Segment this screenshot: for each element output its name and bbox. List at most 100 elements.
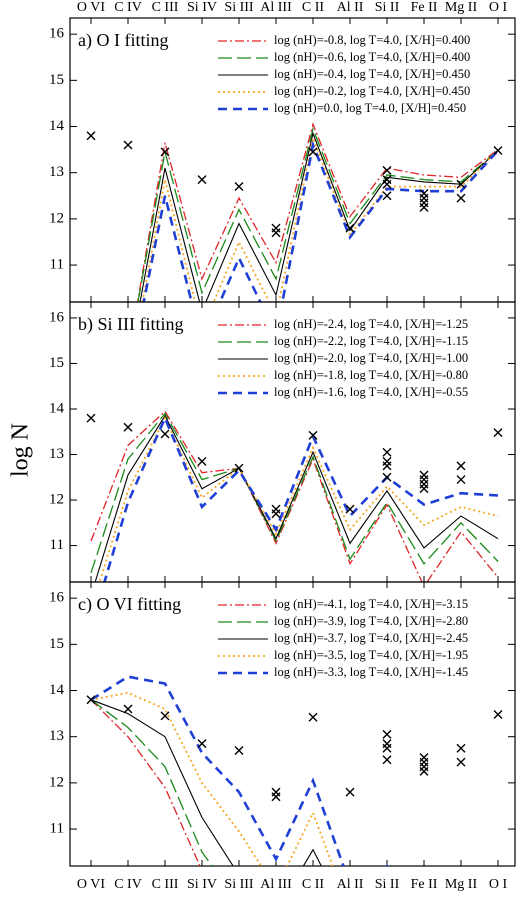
legend-label: log (nH)=-2.4, log T=4.0, [X/H]=-1.25 <box>274 317 468 331</box>
y-tick-label: 15 <box>49 355 64 371</box>
observed-point <box>493 710 503 720</box>
x-tick-label: O I <box>489 877 508 892</box>
y-tick-label: 13 <box>49 446 64 462</box>
series-line <box>90 675 389 866</box>
cross-stroke <box>160 711 170 721</box>
legend-label: log (nH)=-0.6, log T=4.0, [X/H]=0.400 <box>274 50 470 64</box>
cross-stroke <box>382 165 392 175</box>
x-top-label: O VI <box>77 0 105 15</box>
legend-label: log (nH)=-2.0, log T=4.0, [X/H]=-1.00 <box>274 351 468 365</box>
x-top-label: Al II <box>337 0 364 15</box>
y-tick-label: 15 <box>49 72 64 88</box>
series-line <box>98 416 499 582</box>
lines <box>90 675 389 866</box>
observed-point <box>86 131 96 141</box>
series-line <box>137 126 499 302</box>
observed-point <box>345 223 355 233</box>
series-line <box>90 699 201 866</box>
y-tick-label: 14 <box>49 400 65 416</box>
x-tick-label: O VI <box>77 877 105 892</box>
cross-stroke <box>456 757 466 767</box>
cross-stroke <box>382 179 392 189</box>
observed-point <box>160 147 170 157</box>
legend-label: log (nH)=-0.4, log T=4.0, [X/H]=0.450 <box>274 67 470 81</box>
observed-point <box>197 739 207 749</box>
cross-stroke <box>308 430 318 440</box>
x-tick-label: Si IV <box>187 877 217 892</box>
legend-label: log (nH)=-3.3, log T=4.0, [X/H]=-1.45 <box>274 665 468 679</box>
series-line <box>90 412 499 574</box>
series-line <box>142 140 499 302</box>
y-tick-label: 11 <box>50 256 64 272</box>
observed-point <box>382 755 392 765</box>
cross-stroke <box>382 461 392 471</box>
y-tick-label: 12 <box>49 774 64 790</box>
observed-point <box>456 461 466 471</box>
observed-point <box>308 712 318 722</box>
cross-stroke <box>456 193 466 203</box>
cross-stroke <box>308 712 318 722</box>
lines <box>90 410 499 582</box>
y-tick-label: 13 <box>49 728 64 744</box>
observed-point <box>382 191 392 201</box>
y-tick-label: 13 <box>49 164 64 180</box>
x-top-label: C II <box>302 0 325 15</box>
x-top-label: C III <box>152 0 179 15</box>
cross-stroke <box>308 147 318 157</box>
cross-stroke <box>382 447 392 457</box>
cross-stroke <box>234 182 244 192</box>
cross-stroke <box>345 787 355 797</box>
observed-point <box>271 792 281 802</box>
cross-stroke <box>456 461 466 471</box>
legend-label: log (nH)=-3.7, log T=4.0, [X/H]=-2.45 <box>274 631 468 645</box>
x-tick-label: C IV <box>114 877 142 892</box>
observed-point <box>382 472 392 482</box>
x-tick-label: Fe II <box>411 877 438 892</box>
observed-point <box>382 729 392 739</box>
observed-point <box>308 430 318 440</box>
panel: 11 12 13 14 15 16 O VI C IV C III Si IV Si III Al I… <box>49 0 516 303</box>
series-line <box>90 410 499 582</box>
legend-label: log (nH)=-3.9, log T=4.0, [X/H]=-2.80 <box>274 614 468 628</box>
observed-point <box>382 447 392 457</box>
observed-point <box>382 743 392 753</box>
cross-stroke <box>456 743 466 753</box>
observed-point <box>160 711 170 721</box>
cross-stroke <box>271 228 281 238</box>
observed-point <box>308 147 318 157</box>
observed-point <box>382 165 392 175</box>
cross-stroke <box>419 766 429 776</box>
cross-stroke <box>123 704 133 714</box>
cross-stroke <box>345 504 355 514</box>
legend-label: log (nH)=-0.2, log T=4.0, [X/H]=0.450 <box>274 84 470 98</box>
y-tick-label: 16 <box>49 309 65 325</box>
y-tick-label: 11 <box>50 537 64 553</box>
cross-stroke <box>382 755 392 765</box>
y-tick-label: 16 <box>49 26 65 42</box>
x-tick-label: Si II <box>375 877 400 892</box>
x-top-label: Si II <box>375 0 400 15</box>
observed-point <box>419 766 429 776</box>
cross-stroke <box>86 413 96 423</box>
y-axis-label: log N <box>8 423 34 477</box>
observed-point <box>419 470 429 480</box>
observed-point <box>160 429 170 439</box>
series-line <box>139 131 499 302</box>
cross-stroke <box>493 428 503 438</box>
cross-stroke <box>382 729 392 739</box>
legend-label: log (nH)=0.0, log T=4.0, [X/H]=0.450 <box>274 101 466 115</box>
observed-point <box>419 475 429 485</box>
observed-point <box>456 179 466 189</box>
cross-stroke <box>234 463 244 473</box>
y-tick-label: 11 <box>50 820 64 836</box>
x-tick-label: Mg II <box>445 877 478 892</box>
cross-stroke <box>382 472 392 482</box>
x-tick-label: Al III <box>260 877 292 892</box>
panel: 11 12 13 14 15 16 O VI C IV C III Si IV Si III Al I… <box>49 581 516 892</box>
x-top-label: C IV <box>114 0 142 15</box>
observed-point <box>456 757 466 767</box>
legend-label: log (nH)=-4.1, log T=4.0, [X/H]=-3.15 <box>274 597 468 611</box>
panel-title: b) Si III fitting <box>78 314 184 335</box>
